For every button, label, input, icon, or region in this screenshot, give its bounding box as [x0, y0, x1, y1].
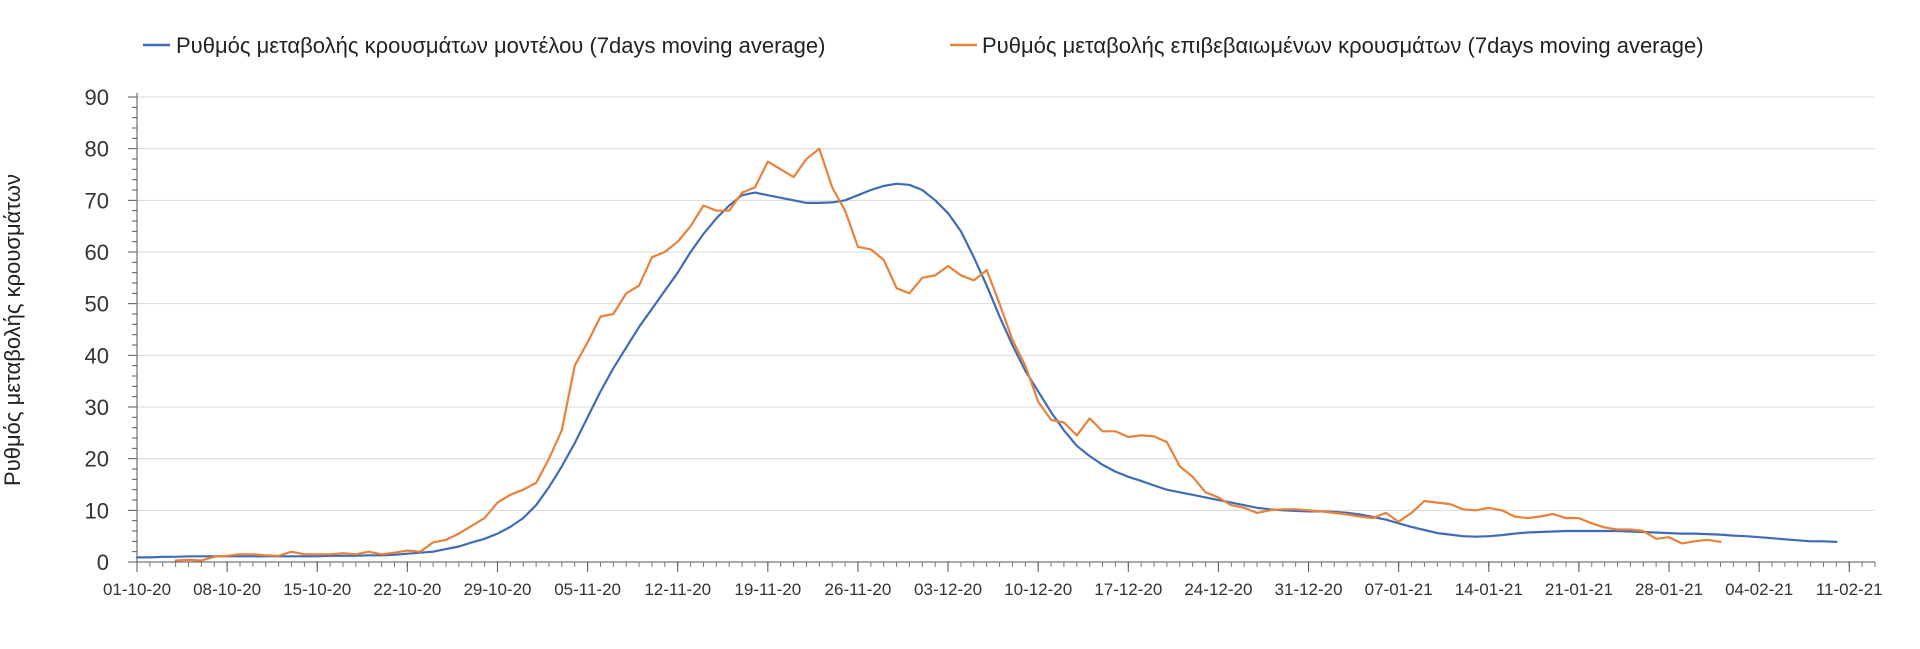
y-axis-ticks: 0 10 20 30 40 50 60 70 80 90 [85, 85, 137, 575]
x-axis-ticks: 01-10-20 08-10-20 15-10-20 22-10-20 29-10-20… [103, 562, 1883, 599]
y-axis-label: Ρυθμός μεταβολής κρουσμάτων [0, 174, 25, 486]
y-tick-label: 50 [85, 292, 109, 317]
x-tick-label: 10-12-20 [1004, 580, 1072, 599]
legend-label-model: Ρυθμός μεταβολής κρουσμάτων μοντέλου (7d… [176, 33, 825, 58]
x-tick-label: 17-12-20 [1094, 580, 1162, 599]
x-tick-label: 31-12-20 [1275, 580, 1343, 599]
y-tick-label: 60 [85, 240, 109, 265]
x-tick-label: 21-01-21 [1545, 580, 1613, 599]
y-tick-label: 90 [85, 85, 109, 110]
y-tick-label: 10 [85, 498, 109, 523]
series-lines [135, 147, 1838, 562]
axes [136, 93, 1875, 563]
series-line-model [135, 182, 1838, 559]
x-tick-label: 04-02-21 [1725, 580, 1793, 599]
x-tick-label: 07-01-21 [1365, 580, 1433, 599]
legend: Ρυθμός μεταβολής κρουσμάτων μοντέλου (7d… [143, 33, 1704, 58]
y-tick-label: 70 [85, 188, 109, 213]
x-tick-label: 11-02-21 [1816, 580, 1883, 599]
x-tick-label: 01-10-20 [103, 580, 171, 599]
x-tick-label: 15-10-20 [283, 580, 351, 599]
legend-label-confirmed: Ρυθμός μεταβολής επιβεβαιωμένων κρουσμάτ… [982, 33, 1704, 58]
y-tick-label: 40 [85, 343, 109, 368]
x-tick-label: 08-10-20 [193, 580, 261, 599]
x-tick-label: 29-10-20 [463, 580, 531, 599]
y-tick-label: 80 [85, 137, 109, 162]
x-tick-label: 03-12-20 [914, 580, 982, 599]
x-tick-label: 19-11-20 [734, 580, 801, 599]
series-line-confirmed [174, 147, 1722, 562]
x-tick-label: 05-11-20 [554, 580, 621, 599]
y-tick-label: 0 [97, 550, 109, 575]
x-tick-label: 26-11-20 [825, 580, 892, 599]
x-tick-label: 12-11-20 [644, 580, 711, 599]
x-tick-label: 24-12-20 [1184, 580, 1252, 599]
x-tick-label: 28-01-21 [1635, 580, 1703, 599]
y-tick-label: 20 [85, 447, 109, 472]
y-tick-label: 30 [85, 395, 109, 420]
x-tick-label: 14-01-21 [1455, 580, 1523, 599]
grid-lines [137, 96, 1875, 511]
x-tick-label: 22-10-20 [373, 580, 441, 599]
